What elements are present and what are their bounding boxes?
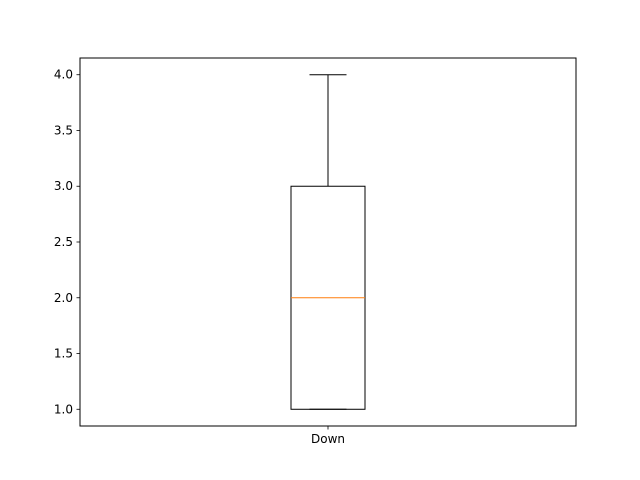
x-axis: Down [311, 426, 345, 446]
y-tick-label: 3.0 [54, 179, 73, 193]
x-tick-label: Down [311, 432, 345, 446]
y-tick-label: 2.5 [54, 235, 73, 249]
y-tick-label: 1.0 [54, 402, 73, 416]
plot-area [290, 74, 366, 410]
y-tick-label: 1.5 [54, 347, 73, 361]
y-axis: 1.0 1.5 2.0 2.5 3.0 3.5 4.0 [54, 68, 80, 416]
y-tick-label: 2.0 [54, 291, 73, 305]
y-tick-label: 3.5 [54, 123, 73, 137]
y-tick-label: 4.0 [54, 68, 73, 82]
